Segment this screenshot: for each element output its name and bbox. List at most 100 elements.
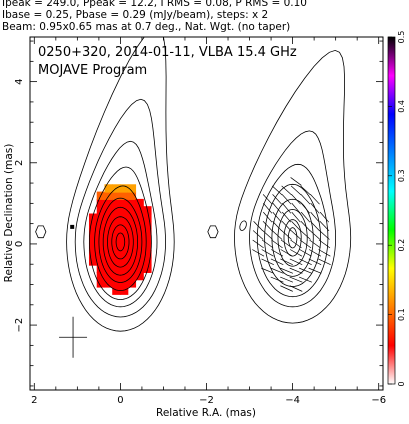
evpa-tick: [252, 239, 264, 249]
evpa-tick: [281, 185, 292, 196]
evpa-tick: [308, 258, 322, 265]
intensity-contour: [88, 166, 152, 300]
intensity-contour: [111, 224, 130, 260]
evpa-tick: [263, 211, 273, 223]
pol-pixel: [119, 257, 129, 266]
pol-pixel: [96, 250, 106, 259]
pol-pixel: [112, 198, 121, 208]
evpa-tick: [289, 249, 303, 257]
evpa-tick: [281, 230, 292, 240]
x-tick-label: 2: [31, 395, 37, 406]
pol-pixel: [88, 228, 98, 237]
pol-pixel: [112, 286, 121, 295]
pol-pixel: [88, 235, 98, 244]
pol-pixel: [135, 242, 144, 252]
evpa-tick: [300, 220, 311, 232]
pol-pixel: [127, 198, 137, 208]
pol-pixel: [96, 264, 106, 273]
plot-subtitle: MOJAVE Program: [38, 63, 147, 78]
polarized-contour: [277, 208, 308, 267]
plot-title: 0250+320, 2014-01-11, VLBA 15.4 GHz: [38, 45, 297, 60]
pol-pixel: [104, 257, 113, 266]
pol-pixel: [112, 191, 121, 200]
y-tick-label: 2: [14, 160, 25, 166]
y-axis-label: Relative Declination (mas): [3, 144, 15, 283]
pol-pixel: [104, 206, 113, 215]
pol-pixel: [127, 184, 137, 193]
pol-pixel: [119, 264, 129, 273]
pol-pixel: [135, 213, 144, 222]
pol-pixel: [112, 228, 121, 237]
pol-pixel: [127, 242, 137, 252]
pol-pixel: [119, 228, 129, 237]
pol-pixel: [135, 206, 144, 215]
pol-pixel: [104, 279, 113, 288]
evpa-tick: [291, 211, 301, 223]
evpa-tick: [290, 239, 302, 249]
pol-pixel: [119, 198, 129, 208]
evpa-tick: [310, 202, 320, 214]
header-line-2: Ibase = 0.25, Pbase = 0.29 (mJy/beam), s…: [2, 9, 269, 21]
pol-pixel: [112, 250, 121, 259]
y-tick-label: 0: [14, 241, 25, 247]
evpa-tick: [280, 239, 293, 249]
evpa-tick: [318, 258, 331, 265]
pol-pixel: [135, 264, 144, 273]
pol-pixel: [119, 191, 129, 200]
evpa-tick: [300, 185, 311, 196]
pol-pixel: [143, 257, 152, 266]
pol-pixel: [112, 257, 121, 266]
colorbar-tick-label: 0.4: [397, 100, 406, 113]
pol-pixel: [143, 220, 152, 230]
evpa-tick: [300, 202, 311, 214]
x-tick-label: 0: [117, 395, 123, 406]
evpa-tick: [252, 230, 264, 240]
pol-pixel: [112, 242, 121, 252]
pol-pixel: [104, 250, 113, 259]
y-tick-label: −2: [14, 318, 25, 333]
intensity-contour: [102, 206, 138, 276]
evpa-tick: [280, 249, 293, 257]
y-tick-label: 4: [14, 78, 25, 84]
pol-pixel: [127, 191, 137, 200]
polarized-contour: [234, 49, 352, 324]
evpa-tick: [262, 230, 273, 240]
evpa-tick: [308, 267, 322, 274]
pol-pixel: [135, 228, 144, 237]
evpa-tick: [272, 220, 282, 232]
component-contour: [207, 225, 219, 239]
pol-pixel: [104, 264, 113, 273]
pol-pixel: [119, 184, 129, 193]
evpa-tick: [299, 249, 312, 257]
pol-pixel: [143, 228, 152, 237]
evpa-tick: [281, 202, 292, 214]
evpa-tick: [280, 285, 293, 292]
pol-pixel: [112, 279, 121, 288]
evpa-tick: [310, 211, 320, 223]
evpa-tick: [291, 202, 301, 214]
evpa-tick: [309, 230, 321, 240]
pol-pixel: [88, 242, 98, 252]
evpa-tick: [261, 267, 275, 274]
pol-pixel: [112, 271, 121, 281]
pol-pixel: [119, 286, 129, 295]
evpa-tick: [318, 249, 331, 257]
evpa-tick: [270, 276, 284, 283]
x-tick-label: −2: [199, 395, 214, 406]
evpa-tick: [300, 211, 311, 223]
pol-pixel: [96, 242, 106, 252]
pol-pixel: [127, 220, 137, 230]
pol-pixel: [143, 250, 152, 259]
evpa-tick: [299, 239, 312, 249]
pol-pixel: [127, 264, 137, 273]
evpa-tick: [308, 249, 322, 257]
pol-pixel: [88, 213, 98, 222]
pol-pixel: [104, 198, 113, 208]
evpa-tick: [291, 220, 301, 232]
pol-pixel: [119, 271, 129, 281]
evpa-tick: [281, 211, 292, 223]
evpa-tick: [290, 185, 302, 196]
evpa-tick: [290, 230, 302, 240]
evpa-tick: [299, 267, 312, 274]
